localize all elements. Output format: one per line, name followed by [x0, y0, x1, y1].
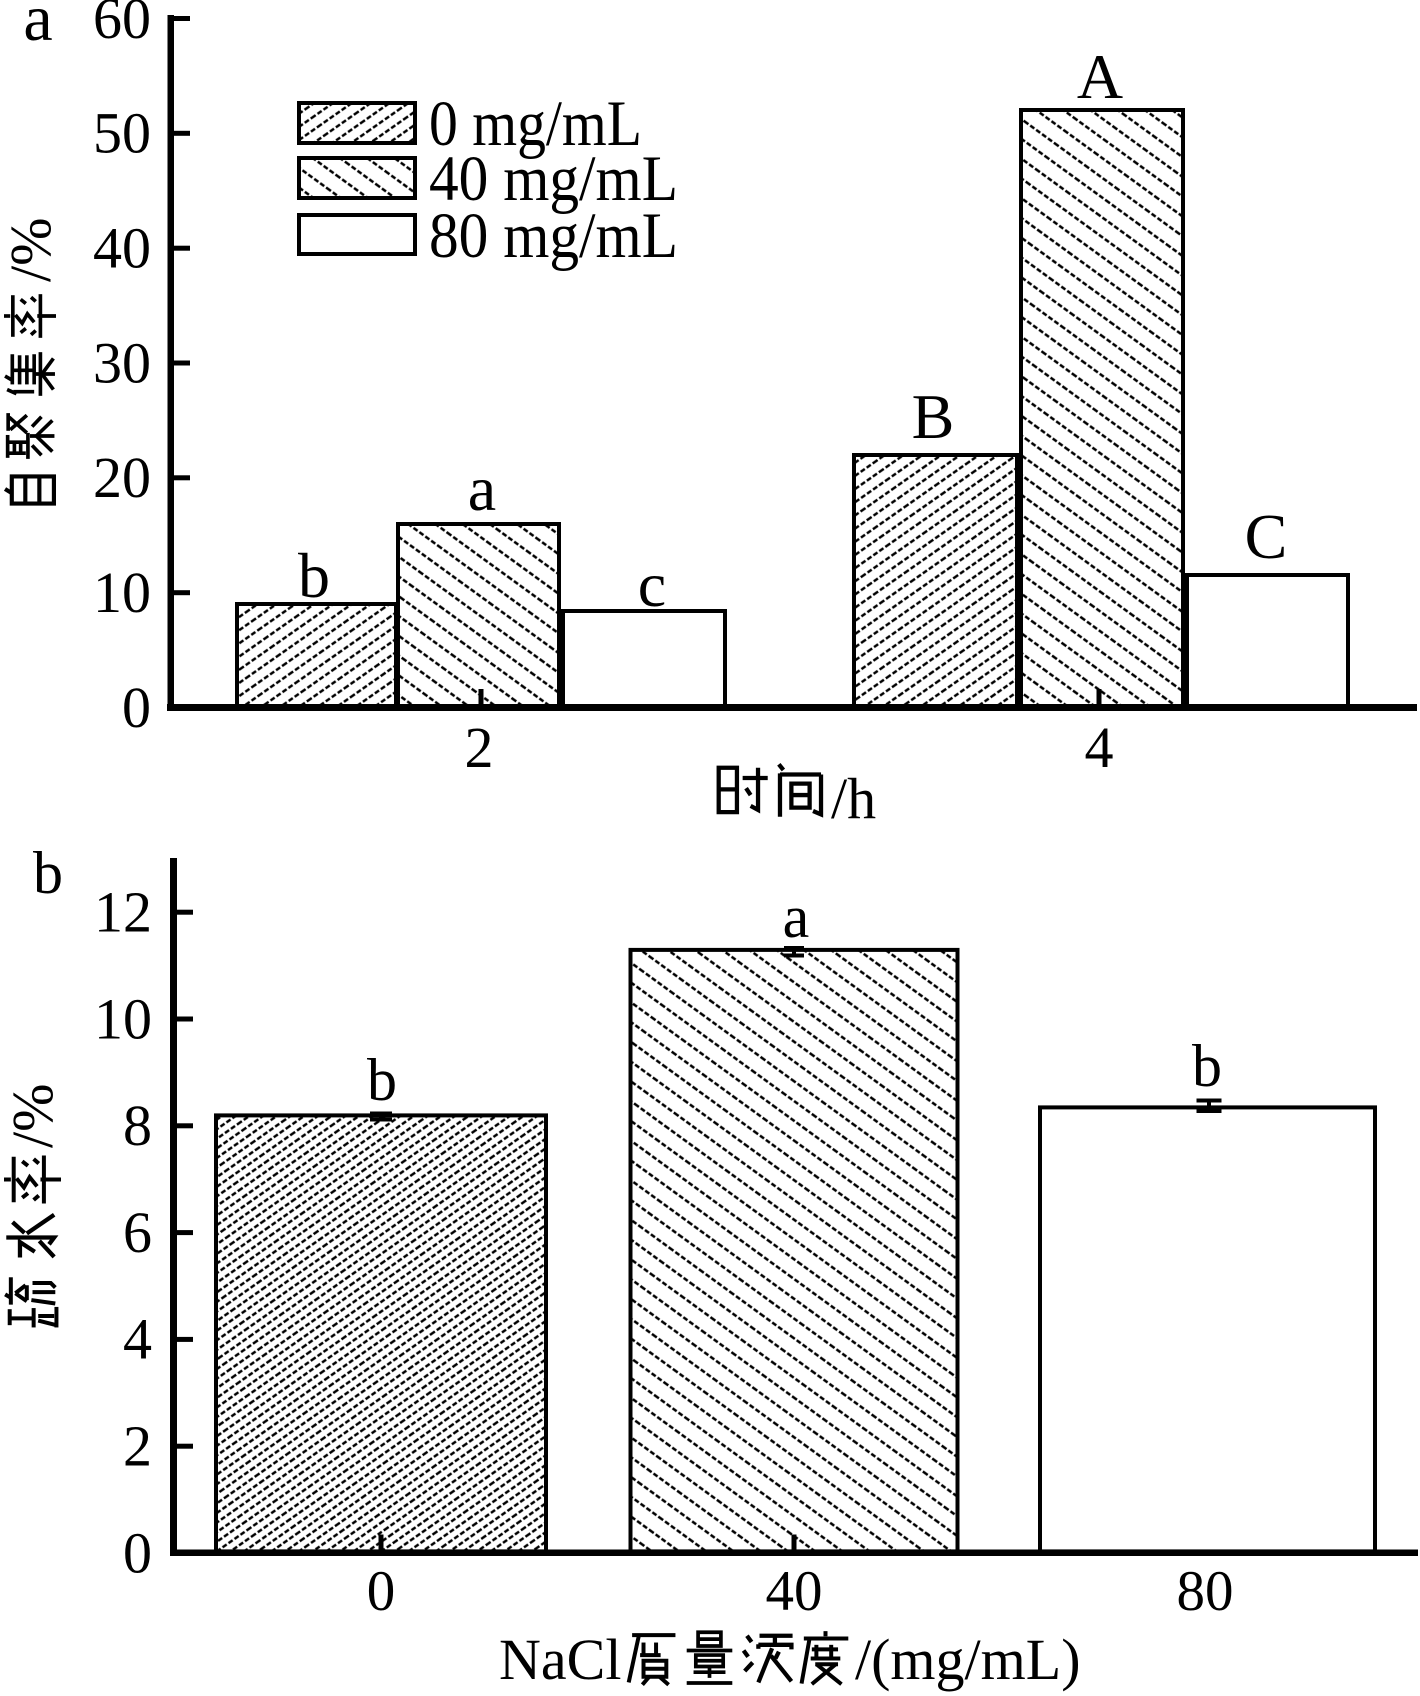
svg-text:A: A — [1077, 41, 1123, 112]
svg-text:/%: /% — [0, 1084, 65, 1148]
svg-text:20: 20 — [93, 445, 151, 510]
svg-text:40: 40 — [93, 216, 151, 281]
svg-text:/%: /% — [0, 218, 63, 282]
svg-text:b: b — [298, 540, 330, 611]
svg-text:4: 4 — [1085, 715, 1114, 780]
svg-text:8: 8 — [123, 1093, 152, 1158]
svg-text:50: 50 — [93, 101, 151, 166]
svg-text:b: b — [1192, 1033, 1222, 1099]
svg-text:10: 10 — [93, 560, 151, 625]
svg-text:0: 0 — [122, 675, 151, 740]
svg-text:6: 6 — [123, 1200, 152, 1265]
svg-text:a: a — [23, 0, 52, 55]
svg-text:c: c — [638, 549, 666, 620]
svg-text:30: 30 — [93, 330, 151, 395]
svg-text:b: b — [33, 840, 63, 906]
svg-text:0 mg/mL: 0 mg/mL — [429, 88, 642, 160]
svg-text:/h: /h — [831, 766, 876, 831]
svg-text:40: 40 — [766, 1560, 823, 1623]
svg-text:60: 60 — [93, 0, 151, 51]
svg-text:2: 2 — [465, 715, 494, 780]
svg-text:80: 80 — [1177, 1560, 1234, 1623]
svg-text:40 mg/mL: 40 mg/mL — [429, 143, 678, 215]
svg-text:/(mg/mL): /(mg/mL) — [855, 1627, 1081, 1692]
svg-text:b: b — [367, 1047, 397, 1113]
svg-text:4: 4 — [123, 1307, 152, 1372]
svg-text:a: a — [468, 453, 496, 524]
svg-text:0: 0 — [367, 1560, 396, 1623]
svg-text:2: 2 — [123, 1414, 152, 1479]
svg-text:12: 12 — [94, 880, 152, 945]
svg-text:NaCl: NaCl — [499, 1627, 621, 1692]
svg-text:C: C — [1245, 501, 1288, 572]
svg-text:B: B — [912, 381, 955, 452]
svg-text:10: 10 — [94, 986, 152, 1051]
svg-text:a: a — [783, 884, 810, 950]
svg-text:0: 0 — [123, 1520, 152, 1585]
svg-text:80 mg/mL: 80 mg/mL — [429, 200, 678, 272]
